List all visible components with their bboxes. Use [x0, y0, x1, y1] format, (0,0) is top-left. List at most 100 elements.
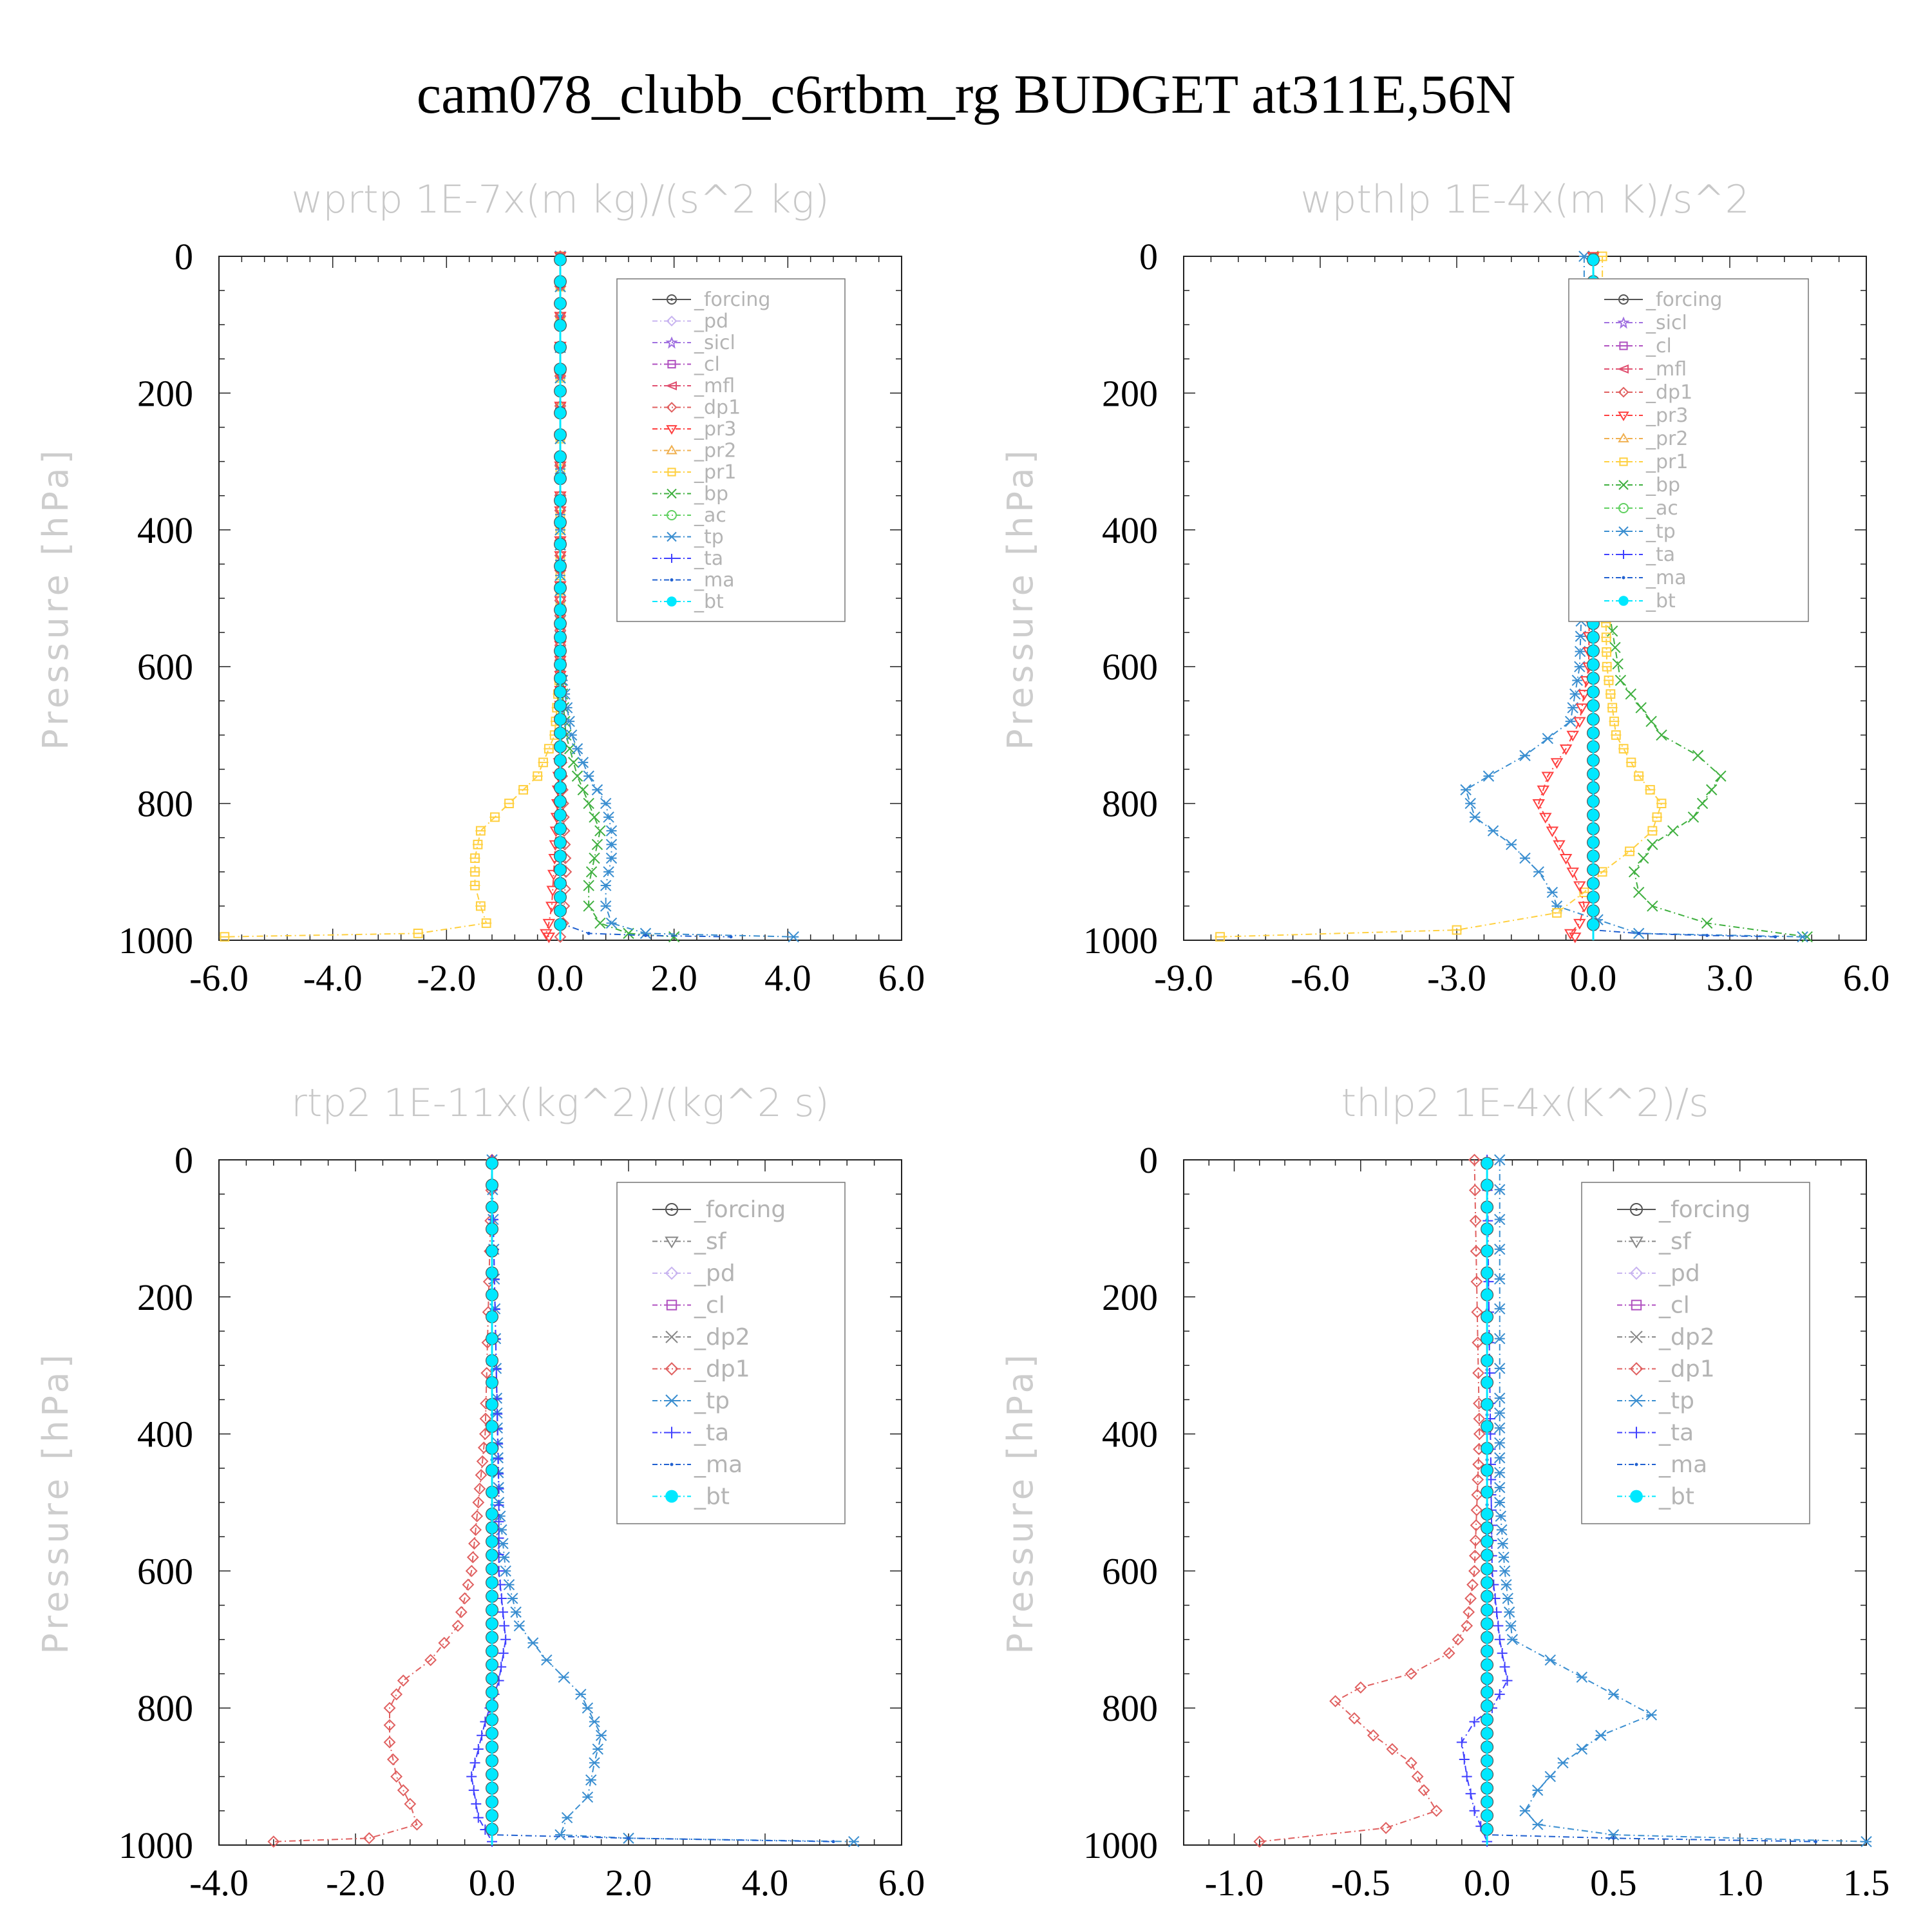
marker-tp: [1494, 1452, 1506, 1464]
marker-tp: [1533, 866, 1544, 878]
marker-dp1: [383, 1701, 396, 1714]
marker-dp1: [383, 1719, 396, 1732]
marker-ma: [1774, 935, 1777, 939]
marker-dp1: [1463, 1605, 1475, 1618]
marker-dp1: [1253, 1835, 1266, 1848]
legend-label: _cl: [1645, 335, 1672, 357]
marker-pr3: [542, 933, 556, 943]
marker-dp1: [1468, 1549, 1481, 1562]
marker-pr3: [1566, 730, 1579, 742]
marker-tp: [1499, 1565, 1511, 1577]
marker-bp: [567, 757, 580, 768]
marker-pr3: [1566, 867, 1579, 878]
marker-tp: [591, 784, 603, 796]
marker-bp: [1692, 750, 1704, 761]
marker-ma: [1611, 1836, 1615, 1840]
marker-dp1: [465, 1564, 478, 1577]
legend-item: _dp1: [1604, 381, 1692, 404]
marker-bp: [1667, 825, 1679, 837]
legend-item: _dp1: [1617, 1356, 1715, 1383]
x-tick-label: -4.0: [303, 957, 363, 999]
marker-pr1: [1604, 676, 1615, 685]
marker-bt: [1481, 1796, 1493, 1808]
legend-box: [1568, 278, 1809, 622]
marker-pr1: [1618, 744, 1629, 754]
marker-dp1: [1469, 1534, 1482, 1547]
marker-bt: [554, 864, 566, 876]
legend-label: _pr2: [694, 440, 736, 462]
marker-ta: [500, 1634, 511, 1645]
marker-ma: [644, 934, 647, 938]
marker-bt: [1481, 1604, 1493, 1616]
marker-ma: [1814, 1840, 1817, 1844]
legend-label: _tp: [1645, 520, 1676, 543]
marker-ta: [493, 1454, 504, 1464]
marker-tp: [507, 1593, 518, 1604]
marker-dp1: [1386, 1743, 1399, 1756]
marker-bt: [1481, 1563, 1493, 1575]
x-tick-label: -6.0: [1291, 957, 1350, 999]
marker-bt: [1587, 809, 1599, 821]
marker-bt: [554, 905, 566, 917]
marker-dp1: [390, 1688, 403, 1701]
marker-bt: [1481, 1686, 1493, 1698]
y-tick-label: 400: [137, 509, 193, 551]
marker-pr3: [1559, 853, 1573, 865]
marker-tp: [1494, 1467, 1506, 1479]
series-line: [1486, 1160, 1816, 1842]
marker-pr3: [1532, 799, 1545, 810]
marker-pr3: [1553, 840, 1566, 851]
marker-bt: [1481, 1714, 1493, 1726]
marker-tp: [1494, 1154, 1506, 1166]
marker-tp: [667, 531, 677, 542]
marker-tp: [1797, 931, 1808, 943]
marker-tp: [561, 1812, 573, 1824]
marker-cl: [666, 1300, 677, 1311]
marker-dp1: [267, 1835, 280, 1848]
legend-label: _dp2: [1658, 1324, 1715, 1350]
marker-tp: [1497, 1538, 1509, 1549]
marker-bt: [1481, 1354, 1493, 1367]
panels: wprtp 1E-7x(m kg)/(s^2 kg) Pressure [hPa]…: [35, 177, 1889, 1904]
marker-bt: [1587, 254, 1599, 266]
y-tick-label: 600: [1102, 646, 1158, 688]
marker-pr1: [538, 757, 549, 768]
legend-item: _mfl: [652, 375, 735, 397]
marker-dp1: [476, 1455, 489, 1468]
legend-item: _forcing: [652, 1197, 786, 1223]
legend-item: _dp2: [652, 1324, 750, 1350]
x-tick-label: 0.5: [1590, 1862, 1637, 1904]
marker-dp1: [1379, 1821, 1392, 1834]
marker-bt: [486, 1201, 498, 1213]
legend-item: _pr1: [652, 461, 736, 484]
marker-tp: [1464, 797, 1476, 810]
figure-title: cam078_clubb_c6rtbm_rg BUDGET at311E,56N: [417, 63, 1515, 125]
marker-bt: [486, 1508, 498, 1520]
marker-sicl: [665, 336, 678, 349]
marker-dp1: [1468, 1184, 1481, 1197]
marker-bt: [1587, 891, 1599, 903]
marker-bt: [1481, 1201, 1493, 1213]
marker-bt: [1618, 596, 1629, 606]
marker-bt: [554, 618, 566, 630]
marker-dp1: [1348, 1712, 1361, 1725]
marker-tp: [1494, 1392, 1506, 1404]
marker-dp1: [1473, 1412, 1486, 1425]
x-tick-label: 6.0: [878, 957, 925, 999]
marker-dp1: [1452, 1633, 1464, 1646]
marker-pr3: [1564, 929, 1577, 940]
marker-dp1: [1329, 1695, 1341, 1707]
marker-ma: [670, 1463, 674, 1466]
legend-label: _bt: [1645, 590, 1676, 612]
marker-pr1: [1605, 689, 1616, 699]
marker-ma: [831, 1840, 835, 1844]
legend-item: _ta: [1617, 1420, 1694, 1446]
marker-dp1: [451, 1620, 464, 1632]
marker-bt: [1481, 1700, 1493, 1712]
marker-bt: [1587, 645, 1599, 657]
legend-label: _ac: [1645, 497, 1678, 520]
marker-bt: [554, 473, 566, 484]
marker-pr3: [1573, 881, 1586, 893]
marker-pr1: [1609, 716, 1620, 726]
